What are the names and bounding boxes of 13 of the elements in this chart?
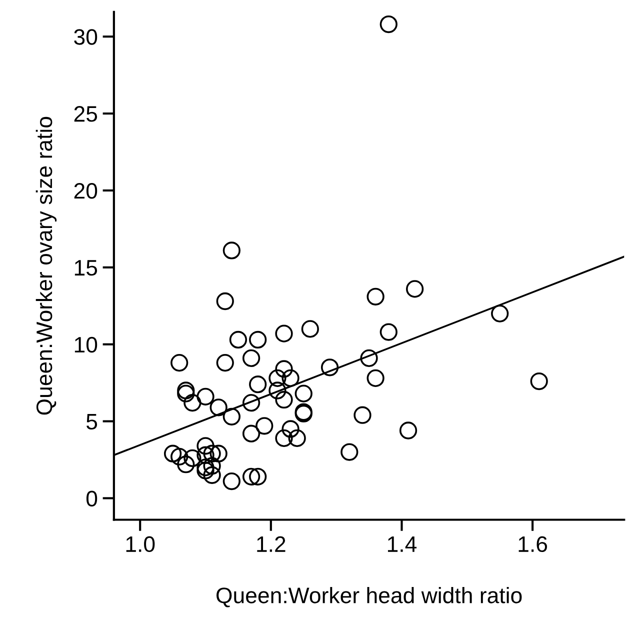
x-axis-title: Queen:Worker head width ratio xyxy=(216,586,522,608)
y-axis-title: Queen:Worker ovary size ratio xyxy=(36,116,57,415)
y-tick-label: 20 xyxy=(74,182,98,199)
y-tick-label: 30 xyxy=(74,29,98,45)
y-tick-label: 25 xyxy=(74,106,98,122)
x-tick-label: 1.4 xyxy=(388,536,417,552)
x-tick-label: 1.0 xyxy=(126,536,155,552)
y-tick-label: 0 xyxy=(86,490,98,506)
x-tick-label: 1.6 xyxy=(518,536,548,552)
y-tick-label: 10 xyxy=(74,336,98,353)
y-tick-label: 15 xyxy=(74,260,98,276)
y-tick-label: 5 xyxy=(86,414,98,430)
x-tick-label: 1.2 xyxy=(257,536,286,552)
